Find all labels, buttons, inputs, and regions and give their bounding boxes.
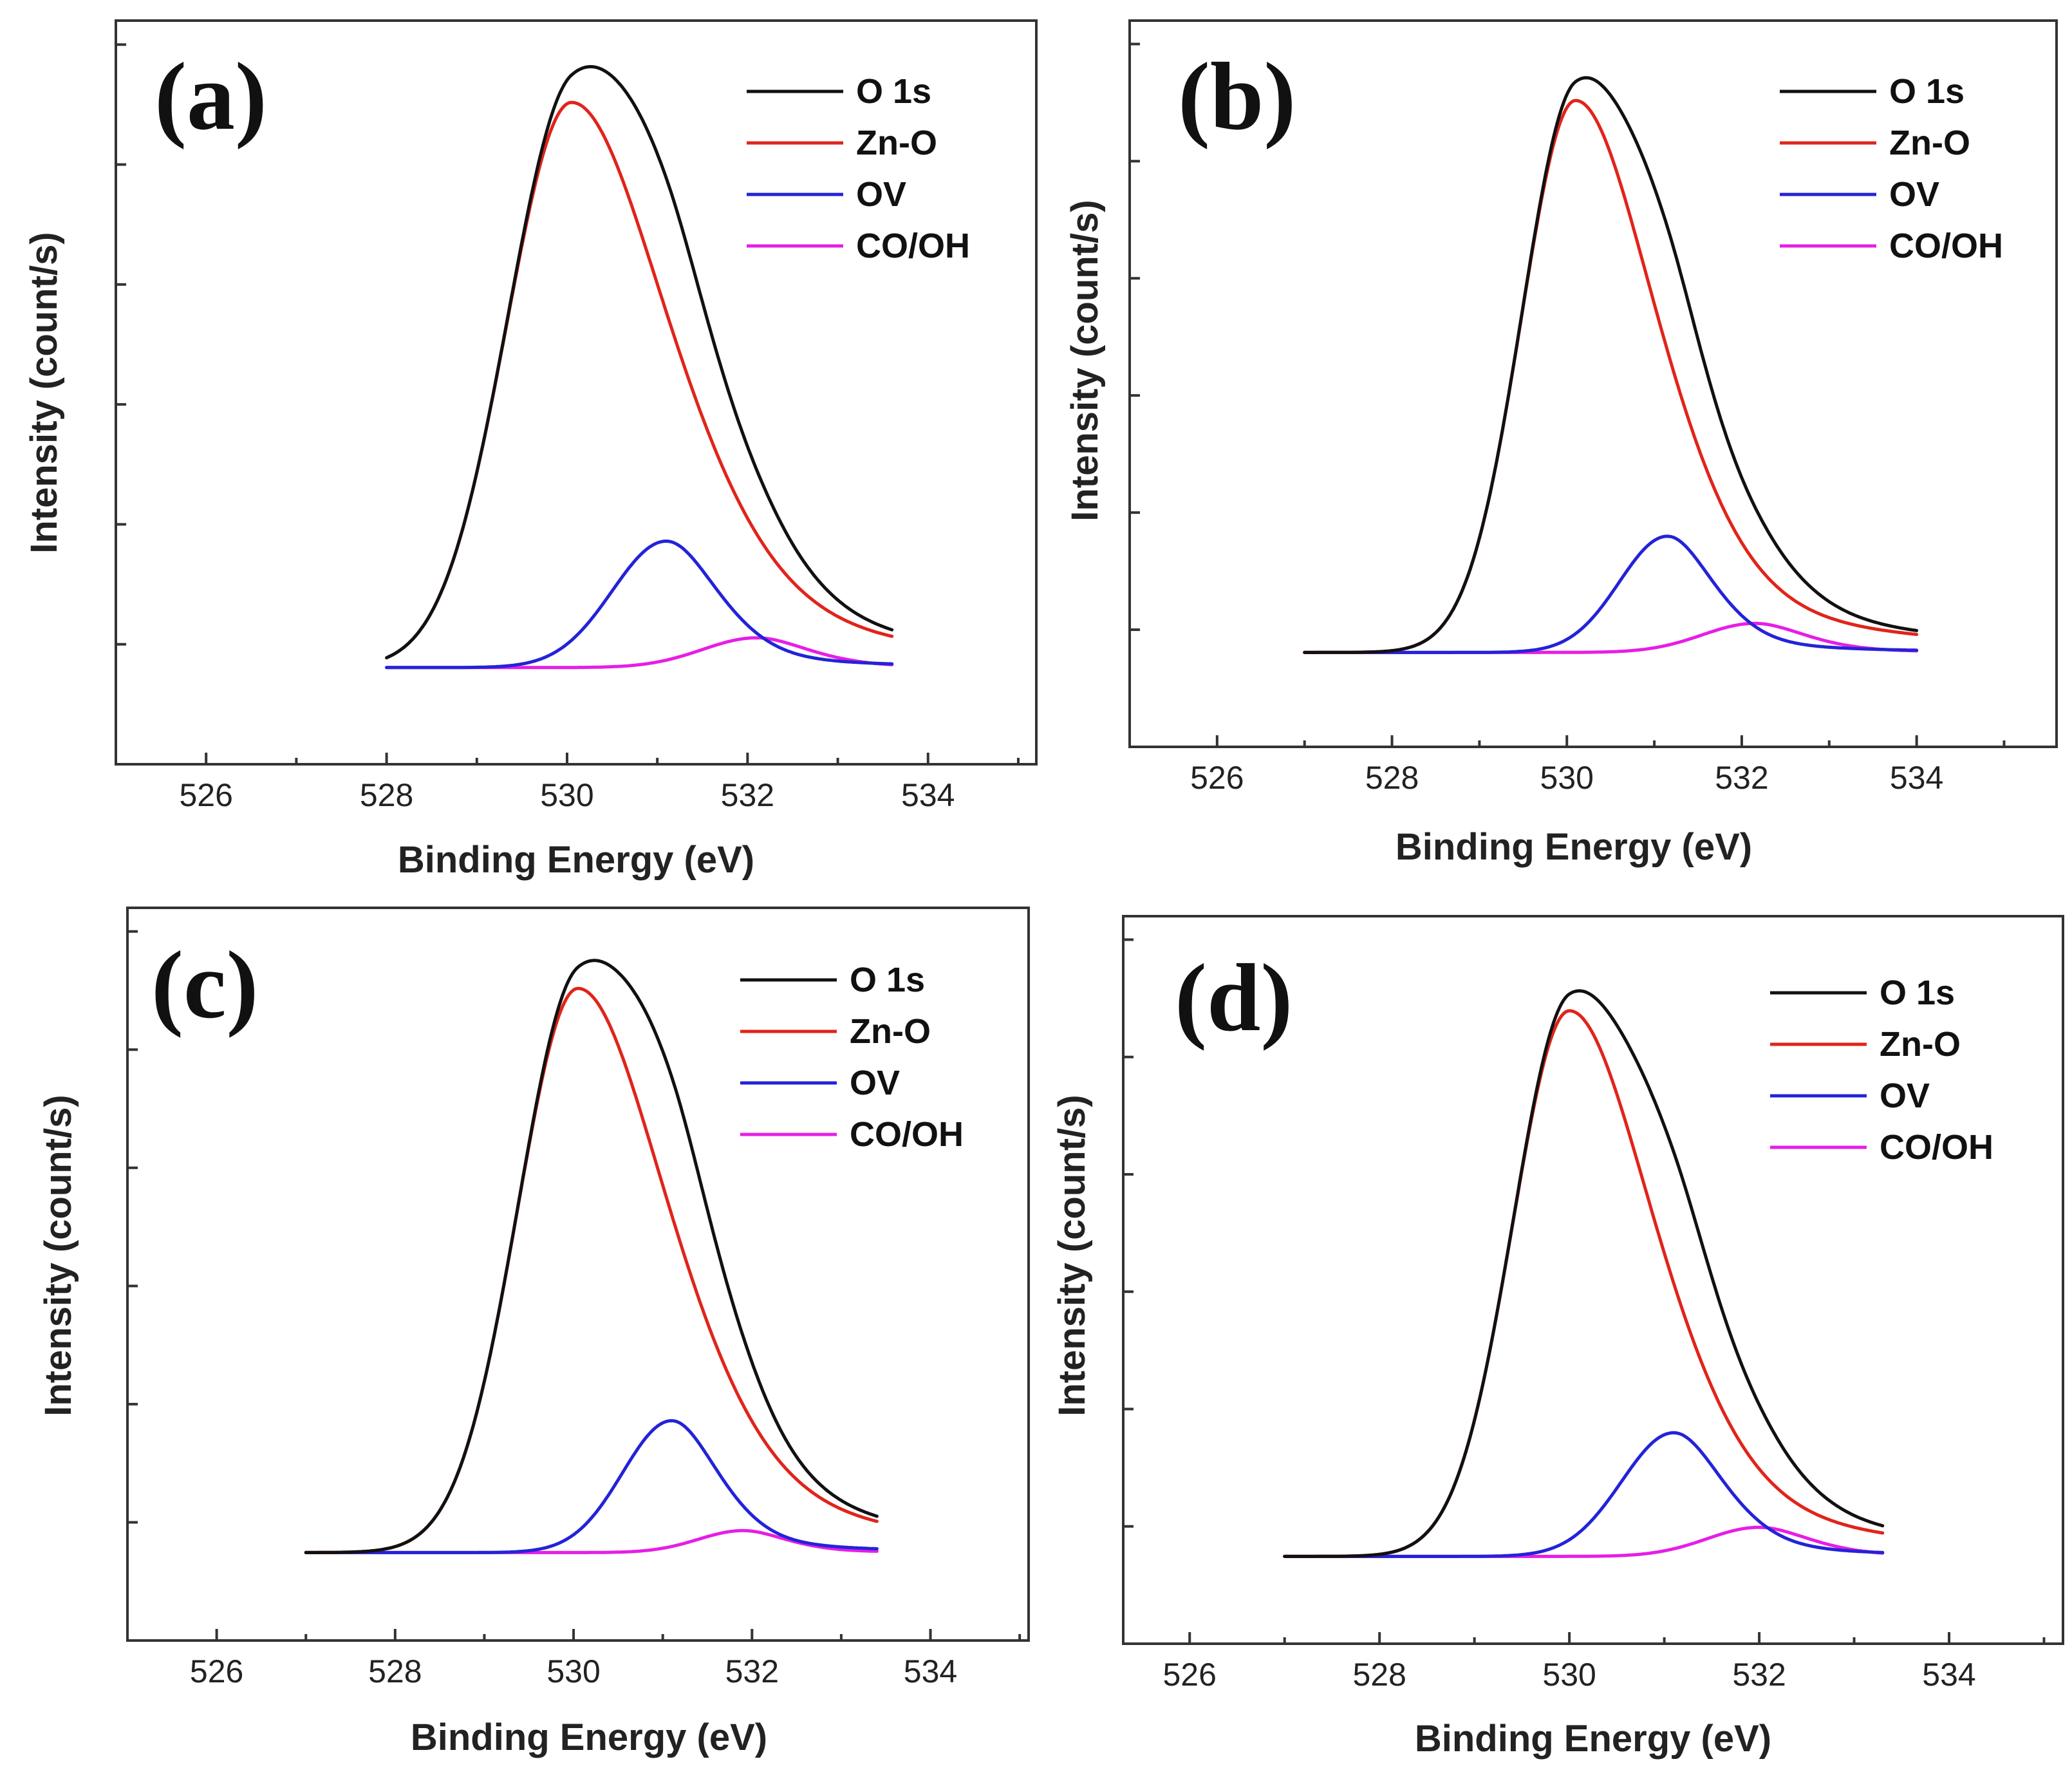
legend-entry-label: OV (856, 175, 906, 214)
x-tick-label: 530 (1542, 1657, 1596, 1693)
x-tick-label: 534 (1890, 760, 1943, 796)
x-axis: 526 528 530 532 534 (1190, 735, 2006, 796)
legend-entry-label: CO/OH (856, 227, 970, 265)
panel-c: 526 528 530 532 534 (c) O 1s Zn-O OV CO/OH Bind… (37, 907, 1030, 1758)
legend: O 1s Zn-O OV CO/OH (1770, 973, 1993, 1167)
legend-entry-label: O 1s (1889, 72, 1965, 111)
legend-entry-label: Zn-O (1889, 124, 1970, 162)
legend-entry-label: CO/OH (1889, 227, 2003, 265)
x-tick-label: 530 (546, 1653, 600, 1689)
x-tick-label: 532 (725, 1653, 779, 1689)
y-axis-ticks (1123, 938, 1134, 1528)
x-tick-label: 528 (1352, 1657, 1406, 1693)
legend: O 1s Zn-O OV CO/OH (1780, 72, 2003, 265)
legend-entry-label: OV (850, 1064, 900, 1102)
series-group (385, 65, 894, 670)
legend-entry-label: OV (1889, 175, 1939, 214)
x-tick-label: 528 (360, 777, 413, 813)
x-tick-label: 532 (1715, 760, 1768, 796)
x-axis-title: Binding Energy (eV) (1415, 1718, 1771, 1760)
plot-area-frame (1122, 915, 2064, 1645)
legend-entry-label: OV (1880, 1077, 1930, 1115)
y-axis-title: Intensity (count/s) (37, 1095, 79, 1416)
panel-a: 526 528 530 532 534 (a) O 1s Zn-O OV CO/OH Bind… (23, 19, 1038, 881)
legend-entry-label: CO/OH (850, 1115, 964, 1154)
y-axis-ticks (1130, 42, 1140, 632)
series-o-1s-line (1303, 76, 1919, 654)
panel-d: 526 528 530 532 534 (d) O 1s Zn-O OV CO/OH Bind… (1051, 915, 2064, 1760)
panel-label: (d) (1175, 945, 1293, 1051)
x-tick-label: 530 (540, 777, 593, 813)
x-tick-label: 526 (1163, 1657, 1217, 1693)
x-tick-label: 528 (368, 1653, 422, 1689)
legend-entry-label: O 1s (850, 961, 925, 999)
series-ov-line (1283, 1431, 1885, 1558)
legend-entry-label: Zn-O (850, 1012, 931, 1051)
plot-area-frame (1128, 19, 2058, 748)
x-axis: 526 528 530 532 534 (179, 753, 1020, 813)
x-tick-label: 526 (1190, 760, 1244, 796)
legend-entry-label: O 1s (856, 72, 931, 111)
x-tick-label: 532 (721, 777, 774, 813)
x-tick-label: 526 (179, 777, 232, 813)
series-o-1s-line (304, 959, 879, 1554)
legend-entry-label: CO/OH (1880, 1128, 1993, 1167)
series-group (304, 959, 879, 1554)
plot-area-frame (115, 19, 1038, 766)
plot-area-frame (126, 907, 1030, 1642)
y-axis-title: Intensity (count/s) (23, 232, 65, 553)
legend: O 1s Zn-O OV CO/OH (740, 961, 964, 1154)
x-axis-title: Binding Energy (eV) (1395, 826, 1752, 868)
x-tick-label: 534 (904, 1653, 957, 1689)
series-o-1s-line (385, 65, 894, 660)
series-group (1303, 76, 1919, 654)
series-ov-line (385, 540, 894, 670)
legend-entry-label: O 1s (1880, 973, 1955, 1012)
x-tick-label: 526 (190, 1653, 243, 1689)
legend-entry-label: Zn-O (856, 124, 937, 162)
panel-b: 526 528 530 532 534 (b) O 1s Zn-O OV CO/OH Bind… (1064, 19, 2058, 868)
series-o-1s-line (1283, 989, 1885, 1558)
x-tick-label: 532 (1732, 1657, 1786, 1693)
legend-entry-label: Zn-O (1880, 1025, 1961, 1064)
legend: O 1s Zn-O OV CO/OH (747, 72, 970, 265)
series-ov-line (1303, 534, 1919, 654)
x-axis-title: Binding Energy (eV) (411, 1716, 767, 1758)
x-tick-label: 530 (1540, 760, 1594, 796)
series-group (1283, 989, 1885, 1558)
y-axis-title: Intensity (count/s) (1064, 200, 1106, 521)
x-axis: 526 528 530 532 534 (190, 1629, 1022, 1689)
x-tick-label: 528 (1365, 760, 1419, 796)
series-ov-line (304, 1419, 879, 1554)
panel-label: (a) (154, 43, 267, 150)
y-axis-ticks (127, 930, 138, 1524)
y-axis-ticks (116, 43, 126, 646)
x-axis: 526 528 530 532 534 (1163, 1632, 2046, 1693)
panel-label: (b) (1178, 43, 1296, 150)
x-axis-title: Binding Energy (eV) (398, 839, 754, 881)
x-tick-label: 534 (1922, 1657, 1975, 1693)
x-tick-label: 534 (901, 777, 955, 813)
y-axis-title: Intensity (count/s) (1051, 1095, 1093, 1416)
panel-label: (c) (151, 932, 258, 1039)
